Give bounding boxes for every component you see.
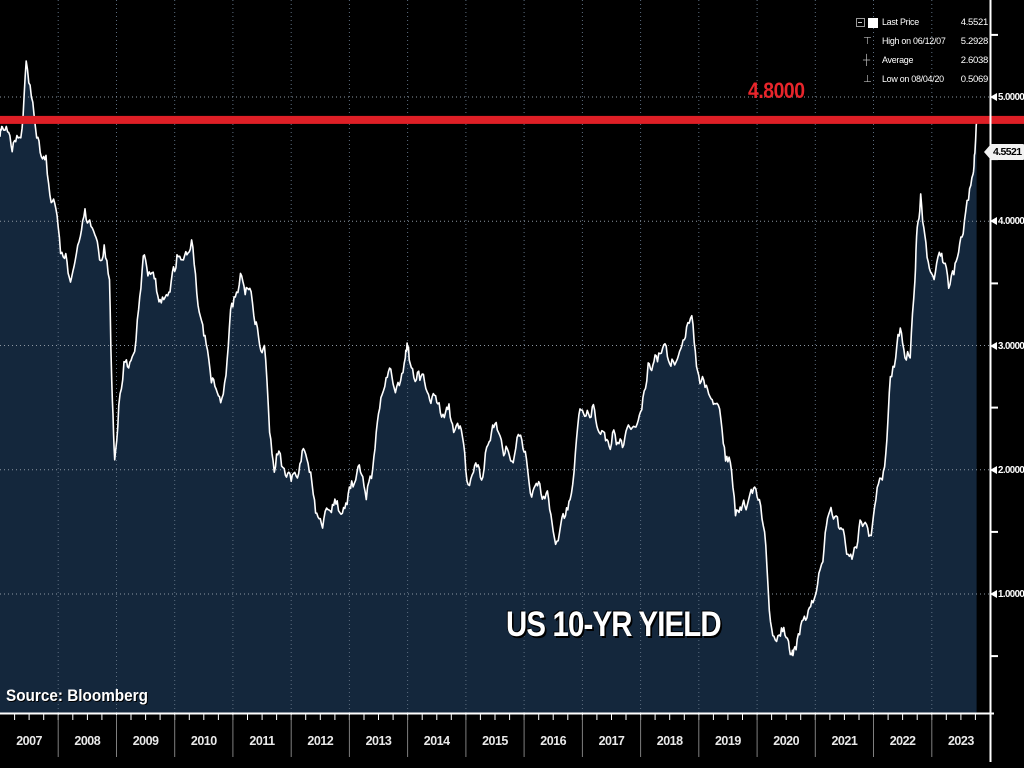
x-axis-year-label: 2016 bbox=[540, 734, 567, 748]
chart-title: US 10-YR YIELD bbox=[506, 605, 722, 644]
average-marker-icon: ┼ bbox=[863, 54, 871, 66]
legend-value: 4.5521 bbox=[960, 17, 989, 28]
x-axis-year-label: 2014 bbox=[423, 734, 450, 748]
y-axis-tick-label: 4.0000 bbox=[990, 214, 1024, 228]
last-price-tag-value: 4.5521 bbox=[991, 144, 1024, 160]
x-axis-year-label: 2017 bbox=[598, 734, 625, 748]
y-axis-tick-label: 1.0000 bbox=[990, 587, 1024, 601]
y-tick-arrow-icon bbox=[990, 93, 997, 101]
x-axis-year-label: 2018 bbox=[656, 734, 683, 748]
y-tick-value: 5.0000 bbox=[998, 91, 1024, 103]
x-axis-year-label: 2023 bbox=[947, 734, 974, 748]
x-axis-year-label: 2012 bbox=[307, 734, 334, 748]
legend-row-average[interactable]: ┼ Average 2.6038 bbox=[856, 51, 988, 70]
x-axis-year-label: 2011 bbox=[249, 734, 275, 748]
y-tick-value: 2.0000 bbox=[998, 464, 1024, 476]
legend-label: Average bbox=[882, 55, 914, 66]
x-axis-year-label: 2020 bbox=[773, 734, 800, 748]
x-axis-year-label: 2022 bbox=[889, 734, 916, 748]
legend-label: Last Price bbox=[882, 17, 919, 28]
x-axis-year-label: 2009 bbox=[132, 734, 159, 748]
x-axis-year-label: 2021 bbox=[831, 734, 858, 748]
y-tick-value: 4.0000 bbox=[998, 215, 1024, 227]
x-axis-year-label: 2008 bbox=[74, 734, 101, 748]
y-tick-arrow-icon bbox=[990, 342, 997, 350]
legend-value: 5.2928 bbox=[960, 36, 989, 47]
x-axis-year-label: 2013 bbox=[365, 734, 392, 748]
y-axis-tick-label: 2.0000 bbox=[990, 463, 1024, 477]
legend-label: High on 06/12/07 bbox=[882, 36, 946, 47]
y-tick-arrow-icon bbox=[990, 217, 997, 225]
legend-expander-icon[interactable] bbox=[856, 18, 865, 27]
legend-label: Low on 08/04/20 bbox=[882, 74, 944, 85]
legend: Last Price 4.5521 ⊤ High on 06/12/07 5.2… bbox=[856, 13, 988, 89]
threshold-line[interactable] bbox=[0, 115, 1024, 124]
source-label: Source: Bloomberg bbox=[6, 686, 148, 705]
y-tick-arrow-icon bbox=[990, 466, 997, 474]
threshold-value-label: 4.8000 bbox=[748, 77, 805, 103]
last-price-tag: 4.5521 bbox=[984, 144, 1024, 160]
legend-row-last-price[interactable]: Last Price 4.5521 bbox=[856, 13, 988, 32]
x-axis-year-label: 2007 bbox=[16, 734, 42, 748]
high-marker-icon: ⊤ bbox=[863, 35, 872, 47]
yield-line bbox=[0, 60, 978, 657]
y-axis-tick-label: 3.0000 bbox=[990, 339, 1024, 353]
y-tick-value: 3.0000 bbox=[998, 340, 1024, 352]
last-price-marker-icon bbox=[868, 17, 878, 28]
yield-area-fill bbox=[0, 61, 977, 713]
legend-row-low[interactable]: ⊥ Low on 08/04/20 0.5069 bbox=[856, 70, 988, 89]
x-axis-year-label: 2010 bbox=[190, 734, 217, 748]
legend-value: 0.5069 bbox=[960, 74, 989, 85]
y-tick-arrow-icon bbox=[990, 590, 997, 598]
low-marker-icon: ⊥ bbox=[863, 73, 872, 85]
y-axis-tick-label: 5.0000 bbox=[990, 90, 1024, 104]
x-axis-year-label: 2015 bbox=[482, 734, 508, 748]
legend-value: 2.6038 bbox=[960, 55, 989, 66]
x-axis-year-label: 2019 bbox=[714, 734, 741, 748]
legend-row-high[interactable]: ⊤ High on 06/12/07 5.2928 bbox=[856, 32, 988, 51]
tag-arrow-icon bbox=[984, 144, 991, 160]
y-tick-value: 1.0000 bbox=[998, 588, 1024, 600]
